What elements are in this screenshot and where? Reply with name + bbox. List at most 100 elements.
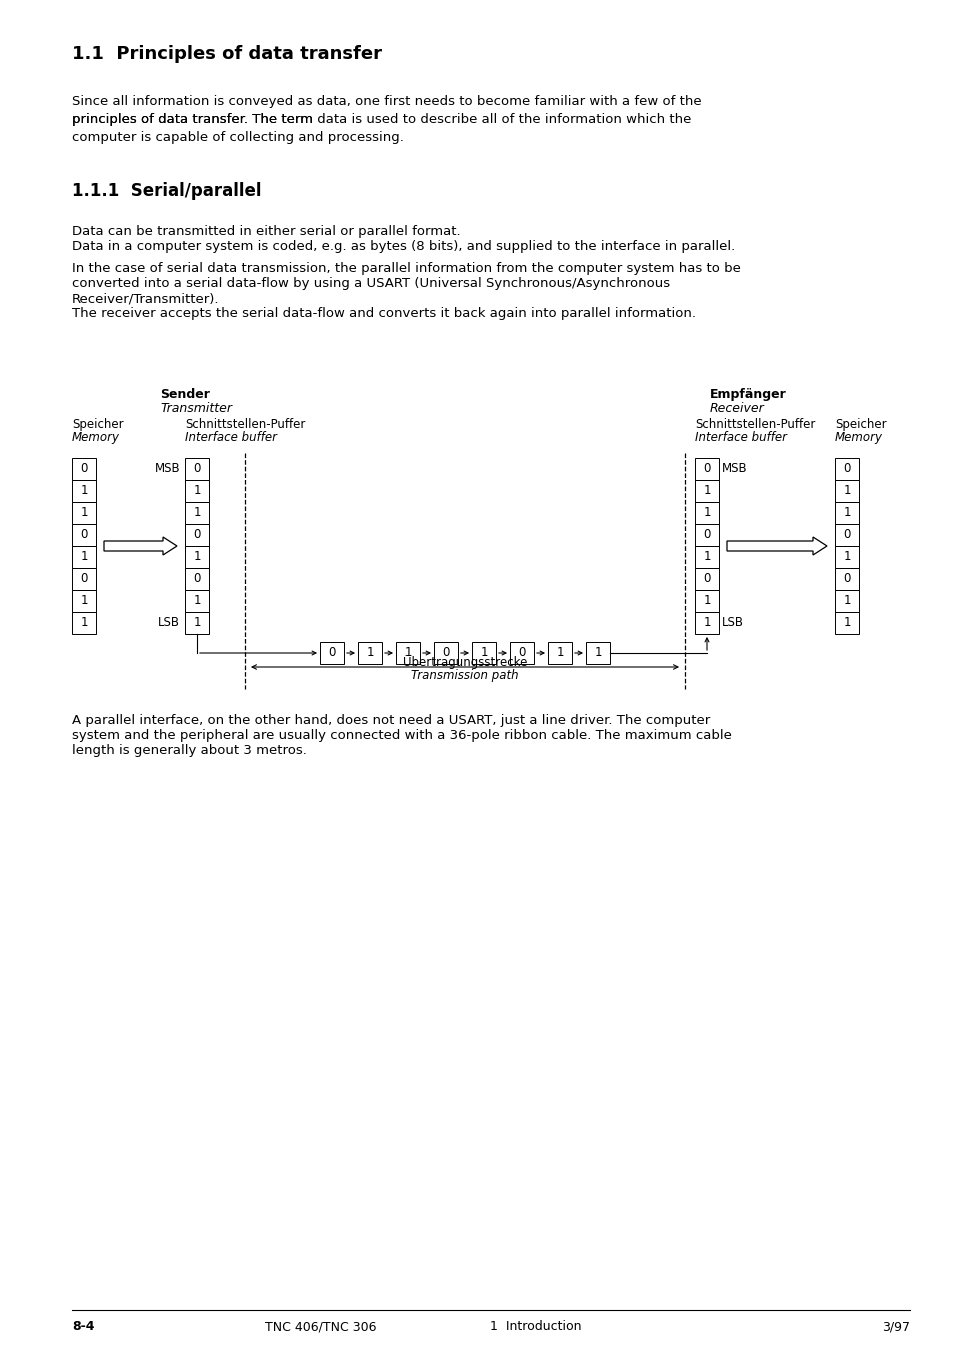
Text: A parallel interface, on the other hand, does not need a USART, just a line driv: A parallel interface, on the other hand,… (71, 713, 731, 756)
Text: computer is capable of collecting and processing.: computer is capable of collecting and pr… (71, 131, 403, 144)
FancyArrow shape (104, 537, 177, 555)
Text: 1: 1 (702, 595, 710, 607)
Bar (71, 568, 96, 590)
Text: 1: 1 (842, 595, 850, 607)
Text: 1: 1 (193, 485, 200, 498)
Bar (695, 502, 719, 524)
Text: 1: 1 (702, 551, 710, 564)
Bar (834, 568, 858, 590)
Text: 1  Introduction: 1 Introduction (490, 1320, 581, 1333)
Text: principles of data transfer. The term ​data​ is used to describe all of the info: principles of data transfer. The term ​d… (71, 113, 691, 127)
Bar (834, 546, 858, 568)
Text: 1: 1 (193, 506, 200, 520)
Text: 0: 0 (80, 529, 88, 541)
Bar (185, 546, 209, 568)
Bar (357, 642, 381, 664)
Text: 0: 0 (193, 572, 200, 586)
Text: 1.1.1  Serial/parallel: 1.1.1 Serial/parallel (71, 182, 261, 201)
Text: 0: 0 (702, 529, 710, 541)
Text: 0: 0 (193, 529, 200, 541)
Text: Schnittstellen-Puffer: Schnittstellen-Puffer (185, 419, 305, 431)
Text: Transmission path: Transmission path (411, 669, 518, 682)
Text: 0: 0 (842, 529, 850, 541)
Text: 0: 0 (80, 463, 88, 475)
Text: Interface buffer: Interface buffer (695, 431, 786, 444)
Text: 1: 1 (556, 646, 563, 660)
Text: 0: 0 (842, 463, 850, 475)
Bar (434, 642, 457, 664)
Text: Empfänger: Empfänger (709, 388, 786, 401)
Text: 1: 1 (842, 616, 850, 630)
Bar (585, 642, 609, 664)
Text: 1: 1 (193, 551, 200, 564)
Text: 1: 1 (842, 485, 850, 498)
Text: 1: 1 (702, 506, 710, 520)
Bar (695, 590, 719, 612)
Text: Data can be transmitted in either serial or parallel format.
Data in a computer : Data can be transmitted in either serial… (71, 225, 735, 253)
Bar (834, 481, 858, 502)
Text: 1: 1 (193, 595, 200, 607)
Text: principles of data transfer. The term: principles of data transfer. The term (71, 113, 317, 127)
Bar (834, 502, 858, 524)
Bar (472, 642, 496, 664)
Bar (395, 642, 419, 664)
Bar (185, 502, 209, 524)
Text: Speicher: Speicher (71, 419, 124, 431)
Text: 1: 1 (404, 646, 412, 660)
Text: 0: 0 (442, 646, 449, 660)
Bar (71, 612, 96, 634)
Bar (185, 458, 209, 481)
Text: 1: 1 (366, 646, 374, 660)
Bar (834, 458, 858, 481)
Text: Übertragungsstrecke: Übertragungsstrecke (402, 656, 527, 669)
Text: 1: 1 (842, 506, 850, 520)
Text: Receiver: Receiver (709, 402, 764, 415)
Text: 0: 0 (328, 646, 335, 660)
Text: In the case of serial data transmission, the parallel information from the compu: In the case of serial data transmission,… (71, 262, 740, 320)
Bar (834, 524, 858, 546)
Text: 0: 0 (517, 646, 525, 660)
Text: 8-4: 8-4 (71, 1320, 94, 1333)
Bar (695, 568, 719, 590)
Bar (834, 590, 858, 612)
Text: 1: 1 (702, 616, 710, 630)
Text: 1: 1 (702, 485, 710, 498)
Text: 1.1  Principles of data transfer: 1.1 Principles of data transfer (71, 44, 381, 63)
Bar (319, 642, 344, 664)
Text: 1: 1 (80, 595, 88, 607)
Bar (834, 612, 858, 634)
Text: Schnittstellen-Puffer: Schnittstellen-Puffer (695, 419, 815, 431)
Bar (695, 458, 719, 481)
Text: 1: 1 (80, 485, 88, 498)
Bar (547, 642, 572, 664)
Text: 1: 1 (80, 616, 88, 630)
Bar (510, 642, 534, 664)
Bar (185, 568, 209, 590)
Text: Since all information is conveyed as data, one first needs to become familiar wi: Since all information is conveyed as dat… (71, 96, 700, 108)
Bar (695, 524, 719, 546)
Text: 1: 1 (594, 646, 601, 660)
Bar (71, 458, 96, 481)
Text: Memory: Memory (834, 431, 882, 444)
Text: 1: 1 (80, 506, 88, 520)
Text: Sender: Sender (160, 388, 210, 401)
Text: Interface buffer: Interface buffer (185, 431, 276, 444)
FancyArrow shape (726, 537, 826, 555)
Bar (185, 524, 209, 546)
Text: 1: 1 (479, 646, 487, 660)
Bar (71, 524, 96, 546)
Text: LSB: LSB (721, 616, 743, 630)
Bar (71, 481, 96, 502)
Bar (185, 590, 209, 612)
Text: 0: 0 (80, 572, 88, 586)
Text: 0: 0 (702, 463, 710, 475)
Bar (185, 612, 209, 634)
Bar (695, 612, 719, 634)
Bar (71, 590, 96, 612)
Bar (695, 481, 719, 502)
Text: MSB: MSB (154, 463, 180, 475)
Bar (71, 546, 96, 568)
Text: 3/97: 3/97 (882, 1320, 909, 1333)
Bar (185, 481, 209, 502)
Text: 1: 1 (193, 616, 200, 630)
